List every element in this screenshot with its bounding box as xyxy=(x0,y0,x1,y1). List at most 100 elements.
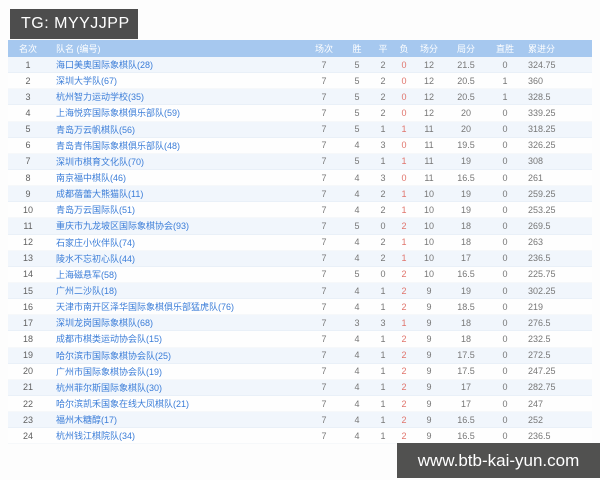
played-cell: 7 xyxy=(321,156,327,167)
header-rank: 名次 xyxy=(18,44,37,54)
table-row: 21 杭州菲尔斯国际象棋队(30) 7 4 1 2 9 17 0 282.75 xyxy=(8,379,592,396)
site-watermark-bar: www.btb-kai-yun.com xyxy=(397,443,600,478)
progressive-cell: 282.75 xyxy=(528,382,556,393)
rank-cell: 12 xyxy=(22,237,33,248)
table-row: 3 杭州智力运动学校(35) 7 5 2 0 12 20.5 1 328.5 xyxy=(8,89,592,106)
wins-cell: 4 xyxy=(354,398,360,409)
table-row: 18 成都市棋类运动协会队(15) 7 4 1 2 9 18 0 232.5 xyxy=(8,331,592,348)
played-cell: 7 xyxy=(321,107,327,118)
team-link[interactable]: 哈尔滨凯禾国象在线大凤棋队(21) xyxy=(56,399,190,410)
table-row: 11 重庆市九龙坡区国际象棋协会(93) 7 5 0 2 10 18 0 269… xyxy=(8,218,592,235)
team-link[interactable]: 哈尔滨市国际象棋协会队(25) xyxy=(56,350,172,361)
draws-cell: 1 xyxy=(380,366,386,377)
draws-cell: 3 xyxy=(380,172,386,183)
draws-cell: 1 xyxy=(380,350,386,361)
team-link[interactable]: 深圳市棋育文化队(70) xyxy=(56,156,145,167)
draws-cell: 1 xyxy=(380,382,386,393)
team-link[interactable]: 天津市南开区泽华国际象棋俱乐部猛虎队(76) xyxy=(56,302,235,313)
game-points-cell: 20.5 xyxy=(457,75,475,86)
rank-cell: 18 xyxy=(22,333,33,344)
losses-cell: 2 xyxy=(401,220,407,231)
team-link[interactable]: 杭州钱江棋院队(34) xyxy=(56,431,136,442)
direct-win-cell: 0 xyxy=(502,333,508,344)
losses-cell: 1 xyxy=(401,188,407,199)
rank-cell: 14 xyxy=(22,269,33,280)
wins-cell: 4 xyxy=(354,172,360,183)
direct-win-cell: 1 xyxy=(502,75,508,86)
team-link[interactable]: 杭州菲尔斯国际象棋队(30) xyxy=(56,382,163,393)
rank-cell: 11 xyxy=(23,220,33,231)
game-points-cell: 16.5 xyxy=(457,414,475,425)
team-link[interactable]: 青岛万云国际队(51) xyxy=(56,205,136,216)
game-points-cell: 16.5 xyxy=(457,269,475,280)
direct-win-cell: 0 xyxy=(502,317,508,328)
played-cell: 7 xyxy=(321,253,327,264)
team-link[interactable]: 广州市国际象棋协会队(19) xyxy=(56,366,163,377)
direct-win-cell: 0 xyxy=(502,124,508,135)
draws-cell: 2 xyxy=(380,253,386,264)
played-cell: 7 xyxy=(321,430,327,441)
team-link[interactable]: 海口美奥国际象棋队(28) xyxy=(56,60,154,71)
match-points-cell: 9 xyxy=(426,382,432,393)
played-cell: 7 xyxy=(321,350,327,361)
direct-win-cell: 0 xyxy=(502,172,508,183)
team-link[interactable]: 深圳大学队(67) xyxy=(56,76,118,87)
team-link[interactable]: 上海磁悬军(58) xyxy=(56,269,118,280)
table-row: 2 深圳大学队(67) 7 5 2 0 12 20.5 1 360 xyxy=(8,73,592,90)
progressive-cell: 261 xyxy=(528,172,544,183)
table-row: 23 福州木糖醇(17) 7 4 1 2 9 16.5 0 252 xyxy=(8,412,592,429)
rank-cell: 8 xyxy=(25,172,31,183)
losses-cell: 1 xyxy=(401,204,407,215)
team-link[interactable]: 成都市棋类运动协会队(15) xyxy=(56,334,163,345)
played-cell: 7 xyxy=(321,301,327,312)
match-points-cell: 10 xyxy=(423,204,434,215)
game-points-cell: 18.5 xyxy=(457,301,475,312)
draws-cell: 1 xyxy=(380,156,386,167)
wins-cell: 4 xyxy=(354,188,360,199)
team-link[interactable]: 上海悦弈国际象棋俱乐部队(59) xyxy=(56,108,181,119)
team-link[interactable]: 南京福中棋队(46) xyxy=(56,173,127,184)
table-row: 12 石家庄小伙伴队(74) 7 4 2 1 10 18 0 263 xyxy=(8,234,592,251)
table-row: 10 青岛万云国际队(51) 7 4 2 1 10 19 0 253.25 xyxy=(8,202,592,219)
draws-cell: 3 xyxy=(380,317,386,328)
draws-cell: 0 xyxy=(380,269,386,280)
draws-cell: 1 xyxy=(380,414,386,425)
team-link[interactable]: 青岛青伟国际象棋俱乐部队(48) xyxy=(56,140,181,151)
direct-win-cell: 0 xyxy=(502,285,508,296)
table-body: 1 海口美奥国际象棋队(28) 7 5 2 0 12 21.5 0 324.75… xyxy=(8,57,592,445)
draws-cell: 2 xyxy=(380,59,386,70)
team-link[interactable]: 重庆市九龙坡区国际象棋协会(93) xyxy=(56,221,190,232)
game-points-cell: 21.5 xyxy=(457,59,475,70)
played-cell: 7 xyxy=(321,414,327,425)
progressive-cell: 252 xyxy=(528,414,544,425)
wins-cell: 4 xyxy=(354,237,360,248)
team-link[interactable]: 陵水不忘初心队(44) xyxy=(56,253,136,264)
header-game-points: 局分 xyxy=(456,44,475,54)
team-link[interactable]: 青岛万云帆棋队(56) xyxy=(56,124,136,135)
played-cell: 7 xyxy=(321,366,327,377)
progressive-cell: 308 xyxy=(528,156,544,167)
match-points-cell: 9 xyxy=(426,285,432,296)
match-points-cell: 9 xyxy=(426,398,432,409)
rank-cell: 15 xyxy=(22,285,33,296)
played-cell: 7 xyxy=(321,398,327,409)
losses-cell: 2 xyxy=(401,382,407,393)
team-link[interactable]: 福州木糖醇(17) xyxy=(56,415,118,426)
team-link[interactable]: 成都蓓蕾大熊猫队(11) xyxy=(56,189,144,200)
rank-cell: 1 xyxy=(25,59,31,70)
progressive-cell: 328.5 xyxy=(528,91,551,102)
wins-cell: 4 xyxy=(354,140,360,151)
wins-cell: 3 xyxy=(354,317,360,328)
losses-cell: 0 xyxy=(401,107,407,118)
wins-cell: 5 xyxy=(354,107,360,118)
team-link[interactable]: 石家庄小伙伴队(74) xyxy=(56,237,136,248)
team-link[interactable]: 广州二沙队(18) xyxy=(56,286,118,297)
wins-cell: 4 xyxy=(354,430,360,441)
rank-cell: 10 xyxy=(22,204,33,215)
direct-win-cell: 0 xyxy=(502,59,508,70)
team-link[interactable]: 深圳龙岗国际象棋队(68) xyxy=(56,318,154,329)
progressive-cell: 232.5 xyxy=(528,333,551,344)
game-points-cell: 16.5 xyxy=(457,172,475,183)
match-points-cell: 10 xyxy=(423,269,434,280)
team-link[interactable]: 杭州智力运动学校(35) xyxy=(56,92,145,103)
